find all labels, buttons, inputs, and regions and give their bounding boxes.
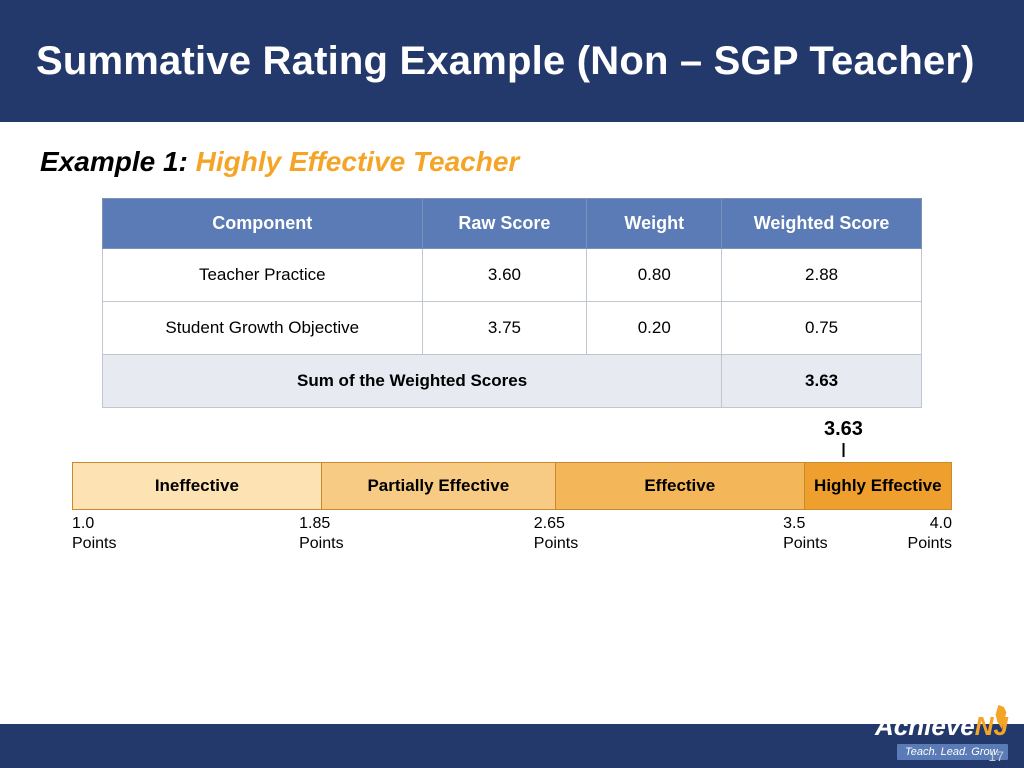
tick-unit: Points (72, 534, 116, 554)
scale-tick: 1.0Points (72, 514, 116, 554)
scale-segment: Ineffective (73, 463, 322, 509)
table-row: Student Growth Objective3.750.200.75 (103, 302, 922, 355)
tick-value: 3.5 (783, 514, 827, 534)
table-cell: 0.20 (587, 302, 722, 355)
table-cell: Student Growth Objective (103, 302, 423, 355)
slide-header: Summative Rating Example (Non – SGP Teac… (0, 0, 1024, 122)
score-table: ComponentRaw ScoreWeightWeighted Score T… (102, 198, 922, 408)
sum-value: 3.63 (722, 355, 922, 408)
tick-unit: Points (908, 534, 952, 554)
scale-tick: 1.85Points (299, 514, 343, 554)
table-col-header: Raw Score (422, 199, 587, 249)
table-row: Teacher Practice3.600.802.88 (103, 249, 922, 302)
tick-unit: Points (534, 534, 578, 554)
scale-segment: Highly Effective (805, 463, 951, 509)
table-col-header: Component (103, 199, 423, 249)
table-cell: 0.80 (587, 249, 722, 302)
score-marker-value: 3.63 (824, 418, 863, 440)
tick-unit: Points (783, 534, 827, 554)
logo-word-achieve: Achieve (875, 711, 975, 741)
tick-value: 2.65 (534, 514, 578, 534)
tick-value: 4.0 (908, 514, 952, 534)
scale-segment: Effective (556, 463, 805, 509)
page-number: 17 (988, 748, 1004, 764)
table-cell: 3.75 (422, 302, 587, 355)
scale-tick: 3.5Points (783, 514, 827, 554)
table-cell: 2.88 (722, 249, 922, 302)
table-sum-row: Sum of the Weighted Scores3.63 (103, 355, 922, 408)
example-label: Example 1: (40, 146, 188, 177)
tick-unit: Points (299, 534, 343, 554)
scale-tick: 4.0Points (908, 514, 952, 554)
sum-label: Sum of the Weighted Scores (103, 355, 722, 408)
scale-tick: 2.65Points (534, 514, 578, 554)
table-col-header: Weighted Score (722, 199, 922, 249)
scale-ticks: 1.0Points1.85Points2.65Points3.5Points4.… (72, 514, 952, 558)
table-cell: 0.75 (722, 302, 922, 355)
slide-title: Summative Rating Example (Non – SGP Teac… (36, 39, 975, 84)
tick-value: 1.0 (72, 514, 116, 534)
score-marker-tick (842, 443, 844, 457)
table-cell: Teacher Practice (103, 249, 423, 302)
tick-value: 1.85 (299, 514, 343, 534)
rating-scale: 3.63 IneffectivePartially EffectiveEffec… (72, 462, 952, 558)
slide-content: Example 1: Highly Effective Teacher Comp… (0, 122, 1024, 558)
slide-footer (0, 724, 1024, 768)
logo-text: AchieveNJ (875, 711, 1008, 741)
table-cell: 3.60 (422, 249, 587, 302)
scale-bar: IneffectivePartially EffectiveEffectiveH… (72, 462, 952, 510)
example-name: Highly Effective Teacher (196, 146, 520, 177)
scale-segment: Partially Effective (322, 463, 556, 509)
score-marker: 3.63 (824, 418, 863, 457)
table-header-row: ComponentRaw ScoreWeightWeighted Score (103, 199, 922, 249)
table-col-header: Weight (587, 199, 722, 249)
example-heading: Example 1: Highly Effective Teacher (40, 146, 984, 178)
